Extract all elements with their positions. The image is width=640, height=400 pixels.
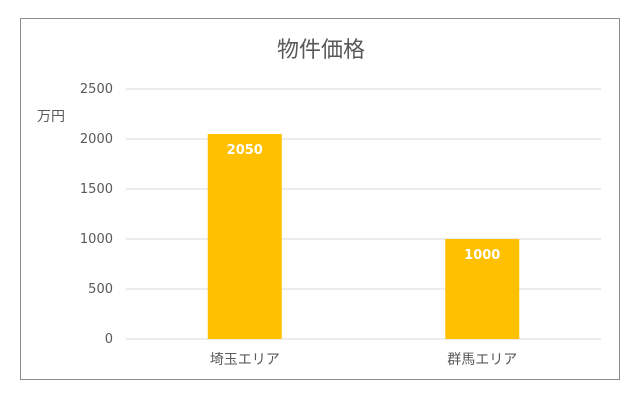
data-labels: 2050 1000	[227, 143, 501, 263]
gridlines	[126, 88, 601, 340]
bars	[207, 134, 520, 339]
x-category-label: 群馬エリア	[447, 352, 517, 368]
bar-2	[445, 239, 520, 339]
x-axis-categories: 埼玉エリア 群馬エリア	[210, 352, 518, 368]
bar-chart: 物件価格 万円 0 500 1000 1500 2000 2500 2050 1000 埼玉…	[37, 38, 601, 368]
y-tick-label: 2500	[80, 82, 113, 97]
y-tick-label: 2000	[80, 132, 113, 147]
y-tick-label: 1000	[80, 232, 113, 247]
y-axis-ticks: 0 500 1000 1500 2000 2500	[80, 82, 113, 347]
y-tick-label: 1500	[80, 182, 113, 197]
y-tick-label: 500	[88, 282, 113, 297]
y-tick-label: 0	[105, 332, 113, 347]
bar-1	[207, 134, 282, 339]
data-label: 2050	[227, 143, 263, 158]
chart-title: 物件価格	[277, 38, 365, 63]
x-category-label: 埼玉エリア	[210, 352, 280, 368]
y-axis-unit-label: 万円	[37, 109, 65, 125]
chart-frame: 物件価格 万円 0 500 1000 1500 2000 2500 2050 1000 埼玉…	[20, 18, 620, 380]
data-label: 1000	[464, 248, 500, 263]
